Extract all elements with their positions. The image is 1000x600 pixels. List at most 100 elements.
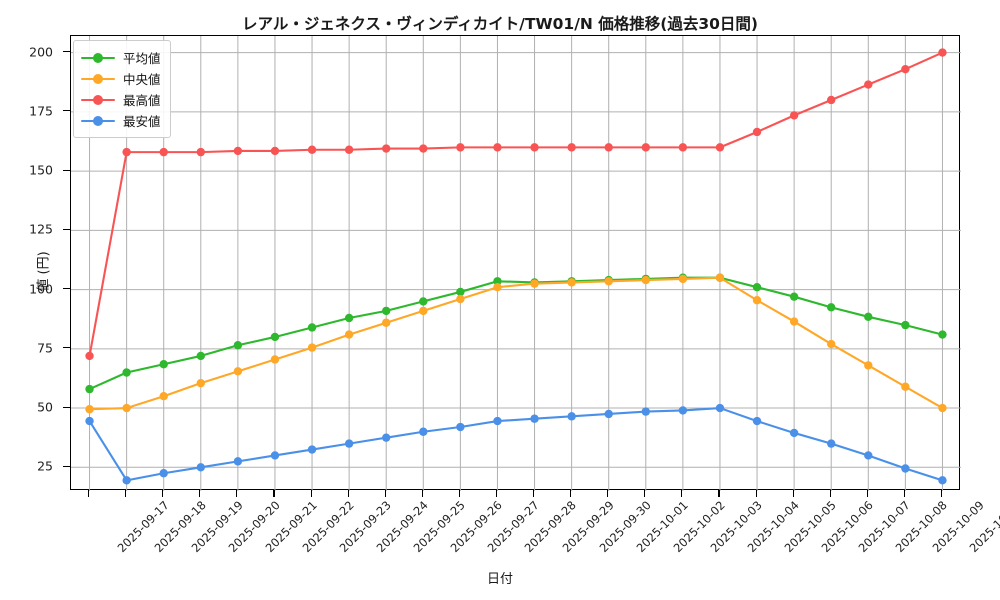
data-point: [344, 330, 354, 339]
data-point: [419, 297, 428, 306]
data-point: [307, 145, 317, 154]
data-point: [901, 64, 910, 74]
data-point: [938, 476, 947, 485]
data-point: [901, 464, 910, 473]
x-tick-mark: [162, 490, 164, 497]
data-point: [604, 409, 613, 419]
data-point: [419, 144, 428, 153]
data-point: [678, 143, 688, 152]
data-point: [456, 287, 465, 297]
data-point: [641, 275, 650, 285]
y-tick-mark: [63, 406, 70, 408]
y-tick-label: 75: [37, 340, 53, 356]
legend-swatch-icon: [81, 51, 115, 65]
x-tick-mark: [88, 490, 90, 497]
x-tick-mark: [570, 490, 572, 497]
series-line-中央値: [88, 276, 944, 411]
legend-item-最安値[interactable]: 最安値: [81, 110, 161, 131]
y-tick-label: 175: [29, 103, 53, 119]
data-point: [159, 360, 168, 369]
data-point: [456, 143, 465, 152]
data-point: [530, 143, 539, 152]
legend-item-平均値[interactable]: 平均値: [81, 47, 161, 68]
y-tick-label: 50: [37, 399, 53, 415]
data-point: [493, 416, 502, 426]
x-tick-mark: [607, 490, 609, 497]
data-point: [344, 439, 354, 448]
data-point: [270, 332, 280, 342]
data-point: [864, 80, 873, 89]
x-tick-mark: [755, 490, 757, 497]
data-point: [752, 416, 762, 426]
data-point: [938, 48, 947, 57]
y-tick-mark: [63, 51, 70, 53]
data-point: [827, 339, 836, 349]
x-tick-mark: [533, 490, 535, 497]
x-axis-tick-labels: 2025-09-17 2025-09-18 2025-09-19 2025-09-20…: [0, 490, 1000, 570]
data-point: [307, 445, 317, 454]
data-point: [530, 279, 539, 288]
y-tick-mark: [63, 169, 70, 171]
data-point: [938, 403, 947, 413]
y-tick-mark: [63, 347, 70, 349]
data-point: [678, 406, 688, 415]
data-point: [752, 283, 762, 292]
x-tick-mark: [792, 490, 794, 497]
y-tick-label: 125: [29, 221, 53, 237]
y-axis-title: 値 (円): [36, 251, 52, 292]
data-point: [270, 146, 280, 156]
data-point: [678, 274, 688, 284]
data-point: [789, 292, 799, 301]
data-point: [641, 407, 650, 416]
data-point: [752, 296, 762, 305]
y-tick-label: 150: [29, 162, 53, 178]
data-point: [493, 143, 502, 152]
legend-item-label: 最安値: [123, 114, 161, 129]
data-point: [344, 145, 354, 154]
data-point: [307, 323, 317, 332]
data-point: [270, 355, 280, 364]
data-point: [493, 283, 502, 292]
legend-swatch-icon: [81, 72, 115, 86]
y-tick-mark: [63, 288, 70, 290]
data-point: [419, 427, 428, 436]
data-point: [196, 351, 205, 361]
data-point: [641, 143, 650, 152]
y-tick-label: 200: [29, 44, 53, 60]
data-point: [864, 451, 873, 460]
data-point: [827, 439, 836, 448]
legend-item-中央値[interactable]: 中央値: [81, 68, 161, 89]
data-point: [864, 312, 873, 322]
legend-item-最高値[interactable]: 最高値: [81, 89, 161, 110]
legend-swatch-icon: [81, 114, 115, 128]
x-tick-mark: [495, 490, 498, 497]
data-point: [827, 95, 836, 105]
y-tick-label: 25: [37, 458, 53, 474]
data-point: [270, 451, 280, 460]
data-point: [85, 384, 94, 394]
data-point: [901, 320, 910, 330]
y-tick-label: 100: [29, 281, 53, 297]
series-line-最安値: [88, 407, 944, 482]
data-point: [85, 351, 94, 361]
data-point: [382, 306, 391, 316]
legend-item-label: 中央値: [123, 72, 161, 87]
data-point: [122, 403, 131, 413]
data-point: [789, 428, 799, 438]
data-point: [493, 277, 502, 286]
data-point: [456, 294, 465, 304]
x-tick-mark: [421, 490, 423, 497]
x-tick-mark: [940, 490, 943, 497]
data-point: [419, 306, 428, 316]
x-tick-mark: [199, 490, 201, 497]
series-line-平均値: [88, 276, 944, 391]
x-tick-mark: [829, 490, 831, 497]
x-tick-mark: [458, 490, 460, 497]
legend-item-label: 平均値: [123, 51, 161, 66]
y-tick-mark: [63, 228, 70, 230]
data-point: [122, 147, 131, 157]
y-tick-mark: [63, 465, 70, 467]
data-point: [752, 127, 762, 137]
data-point: [233, 146, 243, 156]
legend-item-label: 最高値: [123, 93, 161, 108]
